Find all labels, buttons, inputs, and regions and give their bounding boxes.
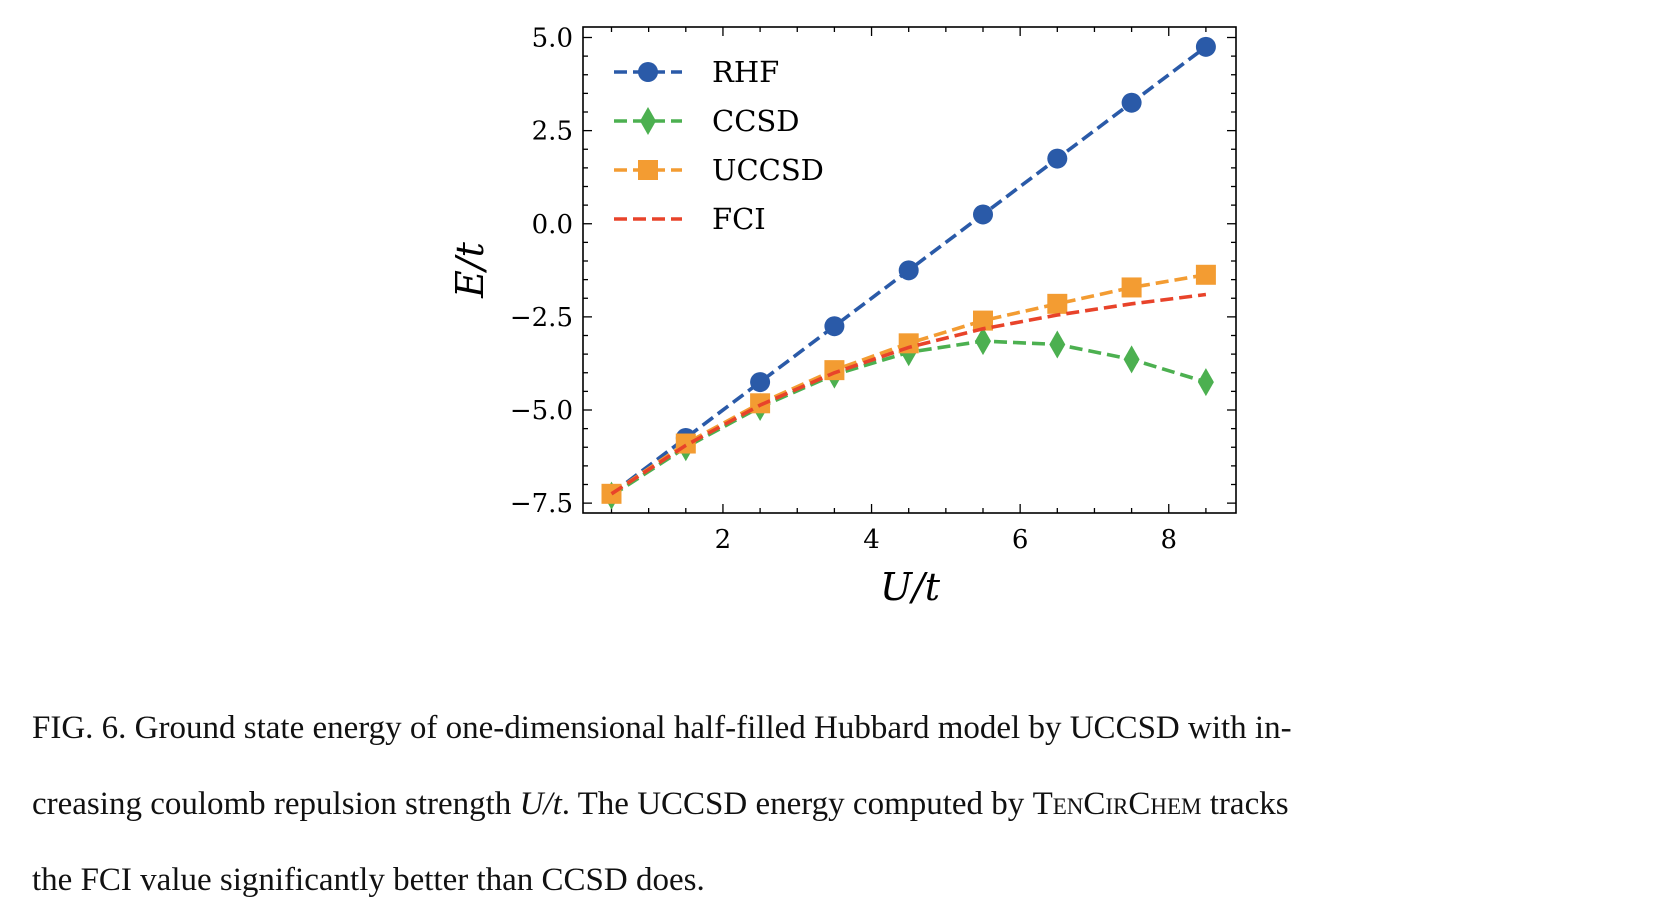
series-ccsd <box>603 327 1214 510</box>
legend-entry-rhf: RHF <box>614 55 779 89</box>
x-tick-label: 2 <box>715 525 732 555</box>
legend-marker <box>638 160 658 180</box>
data-point <box>975 327 991 356</box>
data-point <box>1195 36 1216 57</box>
legend-marker <box>640 107 656 135</box>
y-tick-label: 0.0 <box>532 210 573 240</box>
caption-math: U/t <box>519 786 562 822</box>
legend-label: UCCSD <box>712 153 824 187</box>
data-point <box>1049 330 1066 359</box>
data-point <box>1047 293 1068 314</box>
data-point <box>824 316 845 337</box>
figure-caption: FIG. 6. Ground state energy of one-dimen… <box>32 690 1652 918</box>
legend-entry-uccsd: UCCSD <box>614 153 824 187</box>
data-point <box>1047 148 1068 169</box>
y-tick-label: 5.0 <box>532 24 573 54</box>
y-axis-label: E/t <box>448 241 492 299</box>
y-tick-label: −2.5 <box>510 303 573 333</box>
data-point <box>824 360 845 381</box>
data-point <box>1197 368 1214 397</box>
data-point <box>973 204 993 225</box>
legend-entry-fci: FCI <box>614 202 766 236</box>
caption-line-2: creasing coulomb repulsion strength U/t.… <box>32 766 1652 842</box>
x-tick-label: 8 <box>1160 525 1177 555</box>
legend-label: FCI <box>712 202 766 236</box>
series-line <box>610 292 1207 496</box>
data-point <box>1195 264 1216 285</box>
series-fci <box>610 292 1207 496</box>
y-tick-label: 2.5 <box>532 117 573 147</box>
y-tick-label: −5.0 <box>510 396 573 426</box>
figure-chart: 2 4 6 8 5.0 2.5 0.0 −2.5 −5.0 −7.5 RHF CCSD UCCSD FC… <box>448 24 1237 609</box>
data-point <box>750 372 771 393</box>
legend: RHF CCSD UCCSD FCI <box>614 55 824 236</box>
caption-software-name: TenCirChem <box>1032 786 1202 822</box>
series-uccsd <box>601 264 1216 504</box>
caption-line-1: FIG. 6. Ground state energy of one-dimen… <box>32 710 1292 746</box>
data-point <box>898 260 919 281</box>
caption-text: . The UCCSD energy computed by <box>561 786 1033 822</box>
x-tick-label: 6 <box>1012 525 1029 555</box>
data-point <box>973 310 993 331</box>
caption-text: tracks <box>1201 786 1289 822</box>
legend-entry-ccsd: CCSD <box>614 104 800 138</box>
x-tick-label: 4 <box>863 525 880 555</box>
legend-marker <box>638 62 658 82</box>
y-tick-label: −7.5 <box>510 489 573 519</box>
data-point <box>1121 92 1142 113</box>
data-point <box>1121 277 1142 298</box>
plot-frame <box>582 26 1237 514</box>
caption-line-3: the FCI value significantly better than … <box>32 862 705 898</box>
data-point <box>1123 345 1140 374</box>
caption-text: creasing coulomb repulsion strength <box>32 786 520 822</box>
legend-label: CCSD <box>712 104 800 138</box>
x-axis-label: U/t <box>880 565 941 609</box>
legend-label: RHF <box>712 55 779 89</box>
